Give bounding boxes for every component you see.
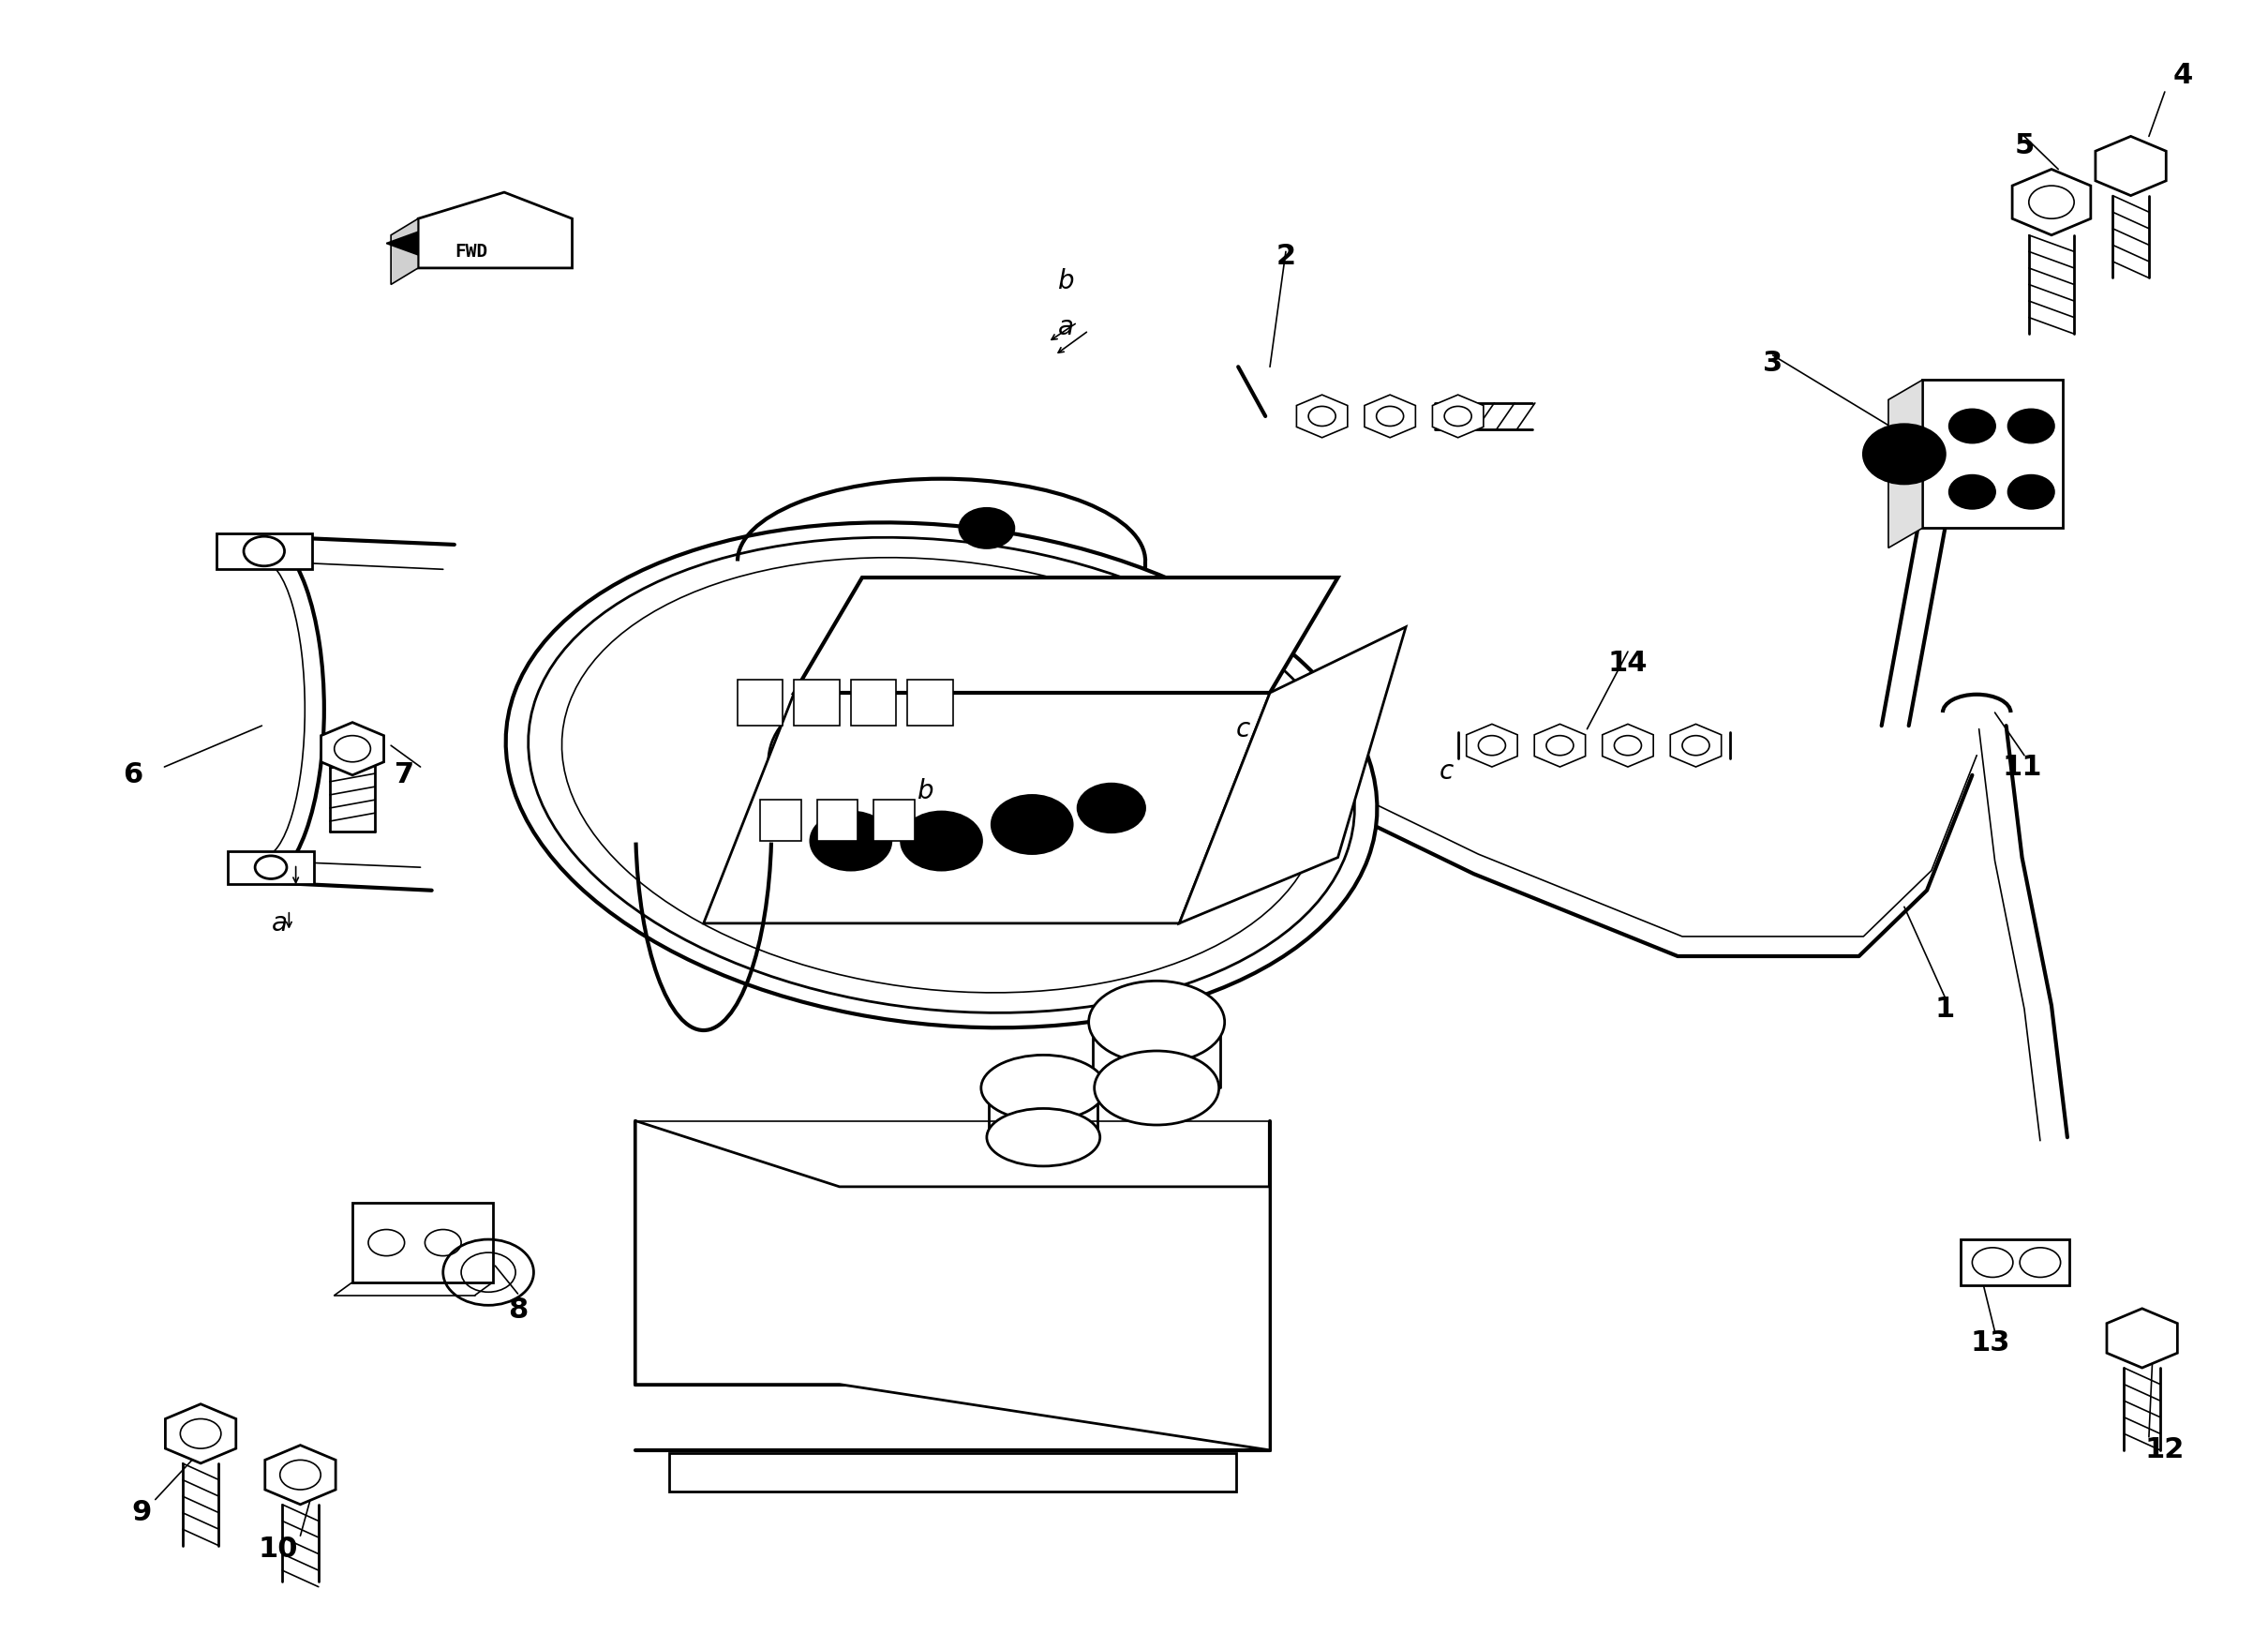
Polygon shape — [2107, 1309, 2177, 1367]
Polygon shape — [265, 1445, 336, 1504]
Circle shape — [900, 811, 982, 871]
FancyBboxPatch shape — [850, 679, 896, 726]
FancyBboxPatch shape — [873, 800, 914, 841]
FancyBboxPatch shape — [352, 1204, 492, 1283]
Ellipse shape — [982, 1055, 1107, 1121]
FancyBboxPatch shape — [907, 679, 953, 726]
Text: 1: 1 — [1935, 996, 1955, 1022]
FancyBboxPatch shape — [1962, 1240, 2071, 1286]
Polygon shape — [794, 577, 1338, 693]
Text: a: a — [1059, 315, 1075, 340]
Polygon shape — [390, 219, 417, 285]
Polygon shape — [669, 1453, 1236, 1491]
Text: 8: 8 — [508, 1296, 528, 1324]
Text: 2: 2 — [1277, 242, 1295, 270]
Polygon shape — [1923, 379, 2064, 528]
Ellipse shape — [769, 676, 1114, 874]
Circle shape — [1864, 424, 1946, 483]
Polygon shape — [1365, 394, 1415, 437]
Circle shape — [2009, 475, 2055, 508]
Circle shape — [1950, 409, 1996, 442]
Text: 4: 4 — [2173, 61, 2193, 89]
Circle shape — [991, 795, 1073, 854]
Text: c: c — [1440, 759, 1454, 785]
Polygon shape — [1603, 724, 1653, 767]
Circle shape — [1950, 475, 1996, 508]
Text: 14: 14 — [1608, 650, 1649, 676]
Text: 5: 5 — [2014, 132, 2034, 160]
Circle shape — [1077, 783, 1145, 833]
Polygon shape — [386, 233, 417, 256]
FancyBboxPatch shape — [794, 679, 839, 726]
Ellipse shape — [1089, 981, 1225, 1064]
FancyBboxPatch shape — [737, 679, 782, 726]
Ellipse shape — [1095, 1050, 1218, 1125]
Text: 11: 11 — [2003, 754, 2041, 780]
FancyBboxPatch shape — [227, 851, 313, 884]
Text: 12: 12 — [2146, 1436, 2184, 1464]
FancyBboxPatch shape — [816, 800, 857, 841]
FancyBboxPatch shape — [215, 533, 311, 569]
Polygon shape — [417, 193, 572, 269]
Text: c: c — [1236, 716, 1250, 742]
Polygon shape — [1297, 394, 1347, 437]
Circle shape — [959, 508, 1014, 547]
Text: 3: 3 — [1762, 350, 1783, 378]
Polygon shape — [2096, 137, 2166, 196]
Polygon shape — [1433, 394, 1483, 437]
Polygon shape — [166, 1403, 236, 1463]
Polygon shape — [1179, 627, 1406, 923]
Text: FWD: FWD — [454, 242, 488, 261]
Circle shape — [810, 811, 891, 871]
Circle shape — [2009, 409, 2055, 442]
Polygon shape — [1535, 724, 1585, 767]
Text: 6: 6 — [122, 762, 143, 788]
Polygon shape — [1669, 724, 1721, 767]
Polygon shape — [635, 1121, 1270, 1449]
Text: 9: 9 — [132, 1499, 152, 1527]
Polygon shape — [1889, 379, 1923, 547]
Text: 13: 13 — [1971, 1329, 2009, 1357]
Polygon shape — [2012, 170, 2091, 236]
Polygon shape — [1467, 724, 1517, 767]
Text: b: b — [1057, 269, 1075, 294]
Polygon shape — [322, 722, 383, 775]
Ellipse shape — [987, 1108, 1100, 1166]
Text: 10: 10 — [259, 1535, 297, 1563]
Text: b: b — [916, 778, 934, 805]
Polygon shape — [703, 693, 1270, 923]
Text: a: a — [272, 910, 288, 937]
Text: 7: 7 — [395, 762, 415, 788]
Ellipse shape — [506, 523, 1377, 1027]
FancyBboxPatch shape — [760, 800, 801, 841]
